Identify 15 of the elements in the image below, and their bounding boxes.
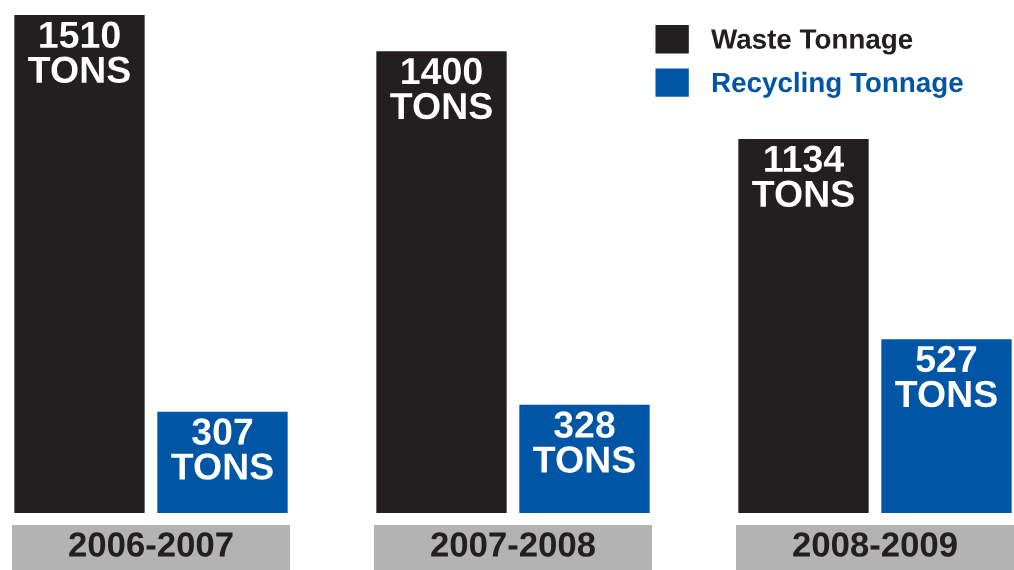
legend-label: Recycling Tonnage — [712, 71, 963, 98]
data-label: 1134 TONS — [752, 145, 854, 208]
data-label: 1400 TONS — [390, 57, 492, 120]
data-label: 1510 TONS — [28, 21, 130, 84]
bar — [881, 339, 1012, 513]
bar — [14, 15, 145, 513]
data-label: 307 TONS — [171, 418, 273, 480]
legend-label: Waste Tonnage — [711, 29, 913, 55]
data-label: 328 TONS — [533, 411, 635, 473]
x-tick-label: 2008-2009 — [793, 532, 957, 557]
bar — [738, 139, 869, 513]
data-label: 527 TONS — [895, 345, 997, 408]
x-tick-label: 2006-2007 — [69, 532, 233, 557]
bar — [376, 51, 507, 513]
x-tick-label: 2007-2008 — [431, 532, 595, 557]
